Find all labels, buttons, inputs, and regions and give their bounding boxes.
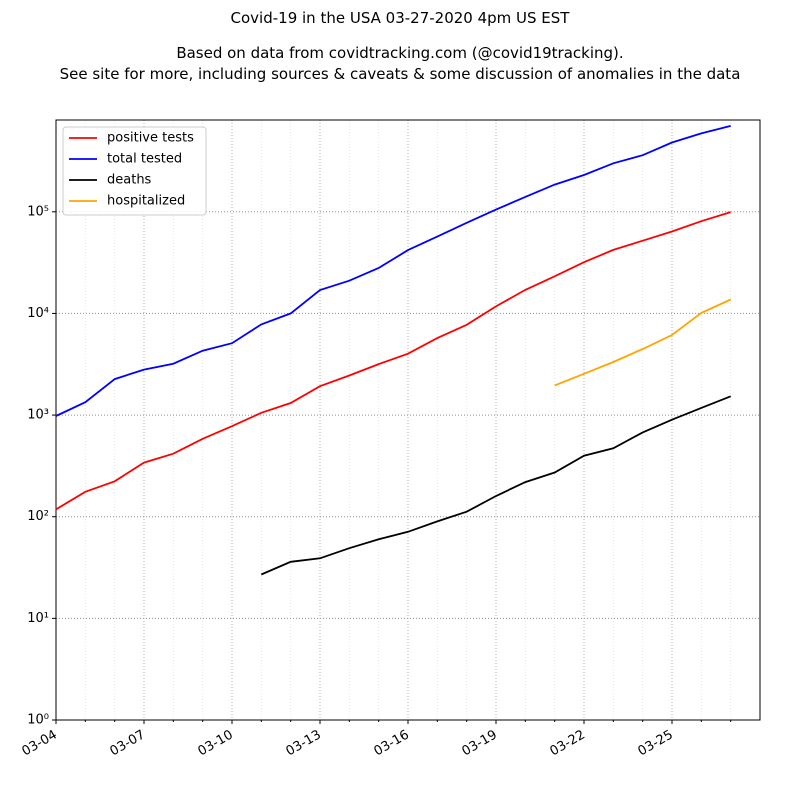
series-line: [260, 395, 732, 576]
legend-label: positive tests: [107, 131, 194, 146]
y-tick-label: 10¹: [27, 611, 49, 626]
x-tick-label: 03-07: [108, 728, 148, 760]
x-tick-label: 03-16: [372, 728, 412, 760]
y-tick-label: 10⁴: [27, 306, 49, 321]
y-tick-label: 10²: [27, 509, 49, 524]
legend-label: deaths: [107, 173, 152, 188]
series-line: [55, 125, 731, 417]
chart-subtitle: Based on data from covidtracking.com (@c…: [176, 44, 623, 62]
x-tick-label: 03-13: [284, 728, 324, 760]
x-tick-label: 03-04: [20, 728, 60, 760]
y-tick-label: 10⁵: [27, 204, 49, 219]
plot-frame: [55, 119, 761, 721]
legend-box: [62, 126, 207, 216]
series-line: [55, 211, 731, 511]
legend-label: hospitalized: [107, 194, 185, 209]
y-tick-label: 10³: [27, 408, 49, 423]
x-tick-label: 03-19: [460, 728, 500, 760]
series-line: [554, 298, 732, 387]
chart-subtitle: See site for more, including sources & c…: [60, 65, 741, 83]
legend-label: total tested: [107, 152, 182, 167]
x-tick-label: 03-22: [548, 728, 588, 760]
chart-title: Covid-19 in the USA 03-27-2020 4pm US ES…: [231, 9, 571, 27]
x-tick-label: 03-25: [636, 728, 676, 760]
y-tick-label: 10⁰: [27, 713, 49, 728]
x-tick-label: 03-10: [196, 728, 236, 760]
